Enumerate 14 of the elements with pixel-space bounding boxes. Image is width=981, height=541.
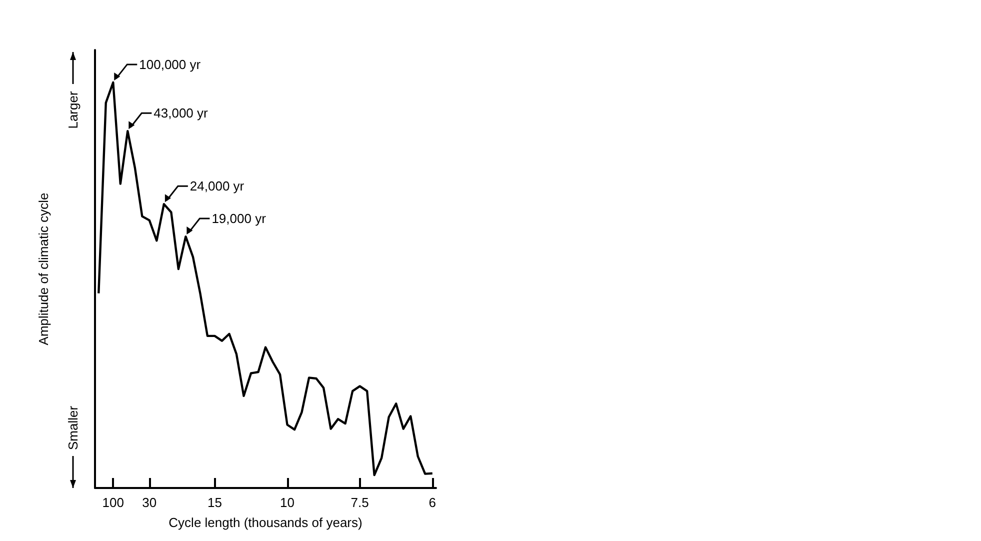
x-tick-label: 7.5 — [350, 495, 369, 510]
y-axis-title: Amplitude of climatic cycle — [36, 192, 51, 346]
annotation: 19,000 yr — [212, 211, 267, 226]
x-tick-label: 10 — [280, 495, 294, 510]
annotation: 43,000 yr — [154, 106, 209, 121]
annotation: 24,000 yr — [190, 178, 245, 194]
text: 100,000 yr — [139, 56, 202, 72]
x-tick-label: 30 — [142, 495, 157, 510]
x-tick-label: 6 — [428, 495, 436, 510]
x-tick-label: 15 — [207, 495, 222, 510]
text: Smaller — [66, 405, 80, 450]
x-tick-label: 100 — [102, 495, 124, 510]
x-axis-title: Cycle length (thousands of years) — [168, 515, 362, 530]
text: Larger — [66, 90, 80, 129]
